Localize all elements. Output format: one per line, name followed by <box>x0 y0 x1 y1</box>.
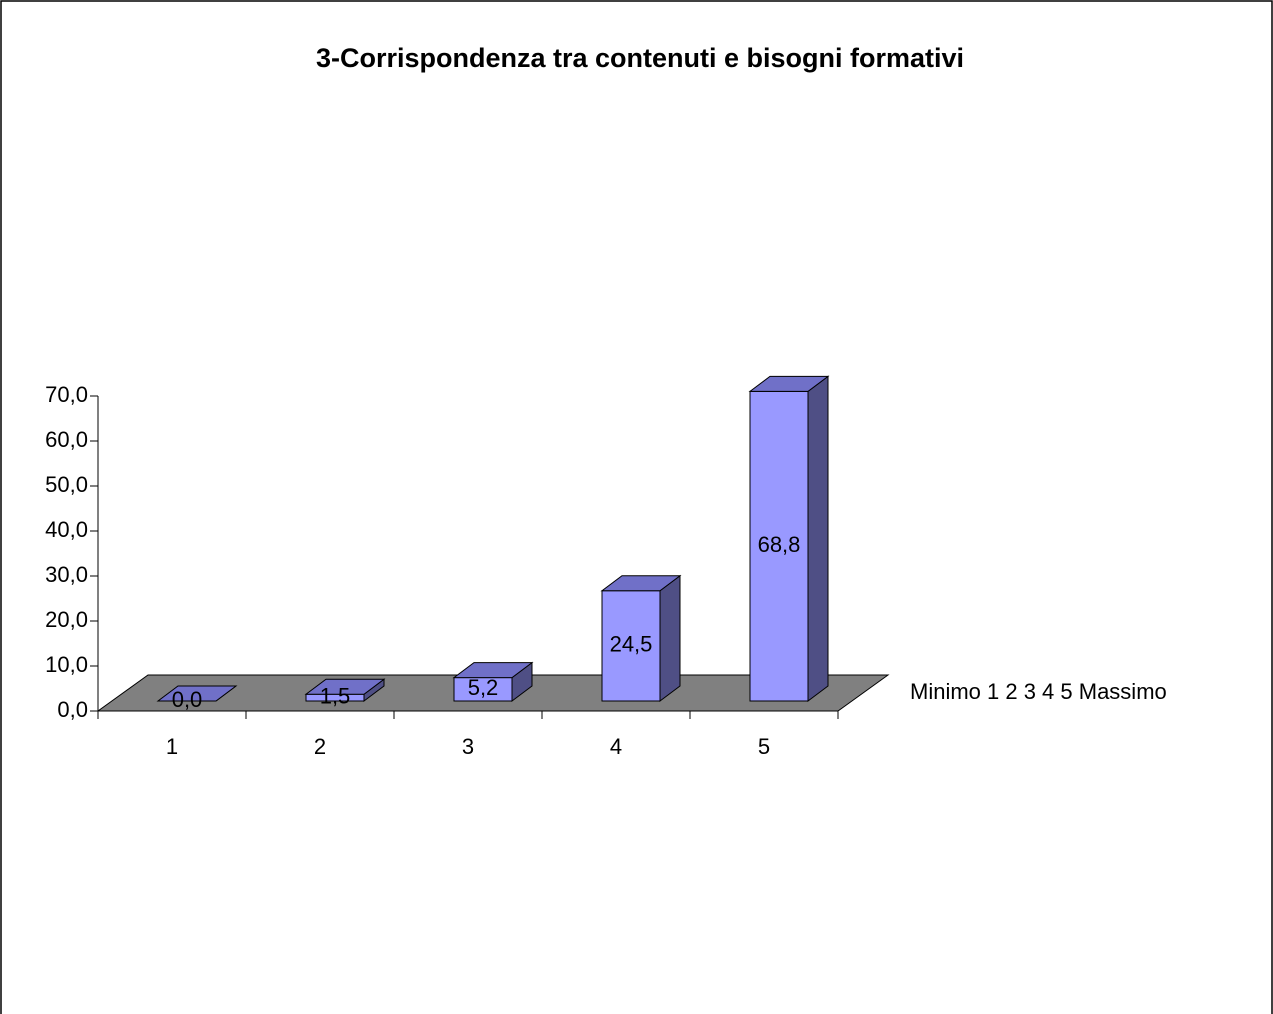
y-tick-label: 50,0 <box>45 472 88 497</box>
y-tick-label: 20,0 <box>45 607 88 632</box>
bar-top <box>600 575 682 592</box>
value-label: 68,8 <box>758 532 801 557</box>
value-label: 0,0 <box>172 687 203 712</box>
y-tick-label: 0,0 <box>57 697 88 722</box>
value-label: 5,2 <box>468 675 499 700</box>
bar-top <box>156 685 238 702</box>
bar-top <box>452 662 534 679</box>
y-tick-label: 30,0 <box>45 562 88 587</box>
x-tick-label: 2 <box>314 734 326 759</box>
x-tick-label: 4 <box>610 734 622 759</box>
value-label: 1,5 <box>320 683 351 708</box>
bar-top <box>748 375 830 392</box>
bar <box>452 661 534 702</box>
y-tick-label: 60,0 <box>45 427 88 452</box>
x-tick-label: 3 <box>462 734 474 759</box>
bar-side <box>807 375 829 702</box>
legend-label: Minimo 1 2 3 4 5 Massimo <box>910 679 1167 704</box>
y-tick-label: 40,0 <box>45 517 88 542</box>
bar-side <box>659 574 681 702</box>
bar-top <box>304 678 386 695</box>
bar <box>156 685 238 702</box>
bar <box>748 375 830 702</box>
bar <box>600 574 682 702</box>
y-tick-label: 70,0 <box>45 382 88 407</box>
x-tick-label: 1 <box>166 734 178 759</box>
bar <box>304 678 386 702</box>
y-tick-label: 10,0 <box>45 652 88 677</box>
chart-title: 3-Corrispondenza tra contenuti e bisogni… <box>316 43 964 73</box>
x-tick-label: 5 <box>758 734 770 759</box>
value-label: 24,5 <box>610 632 653 657</box>
